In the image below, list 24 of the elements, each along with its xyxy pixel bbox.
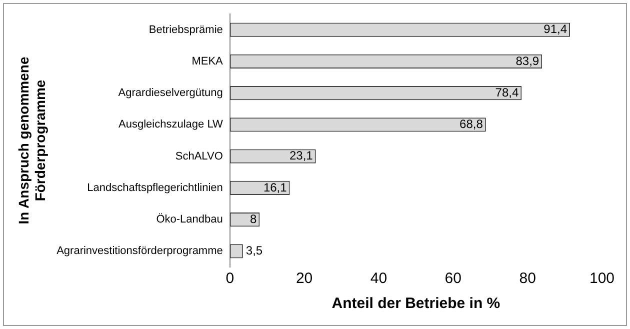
y-tick-label: Agrardieselvergütung	[118, 87, 223, 100]
y-axis-title: In Anspruch genommene Förderprogramme	[15, 56, 48, 224]
y-tick-label: MEKA	[192, 55, 224, 68]
data-label: 91,4	[544, 22, 568, 36]
data-label: 3,5	[246, 244, 263, 258]
x-tick-label: 20	[296, 270, 313, 288]
x-axis-title: Anteil der Betriebe in %	[332, 295, 500, 312]
y-tick-label: Öko-Landbau	[156, 212, 223, 226]
x-tick-label: 40	[370, 270, 388, 288]
y-tick-label: Landschaftspflegerichtlinien	[87, 182, 223, 194]
data-label: 83,9	[516, 54, 540, 68]
data-label: 23,1	[289, 148, 314, 163]
y-tick-label: Agrarinvestitionsförderprogramme	[56, 245, 223, 258]
data-label: 16,1	[263, 180, 288, 194]
data-label: 68,8	[460, 117, 484, 131]
y-tick-label: Betriebsprämie	[148, 24, 223, 36]
x-tick-label: 80	[519, 270, 536, 288]
x-tick-label: 60	[444, 270, 462, 288]
data-label: 78,4	[495, 85, 519, 100]
y-tick-label: SchALVO	[175, 150, 224, 162]
y-tick-label: Ausgleichszulage LW	[118, 118, 224, 131]
x-tick-label: 0	[226, 270, 234, 288]
data-label: 8	[250, 212, 257, 226]
x-tick-label: 100	[589, 270, 615, 288]
